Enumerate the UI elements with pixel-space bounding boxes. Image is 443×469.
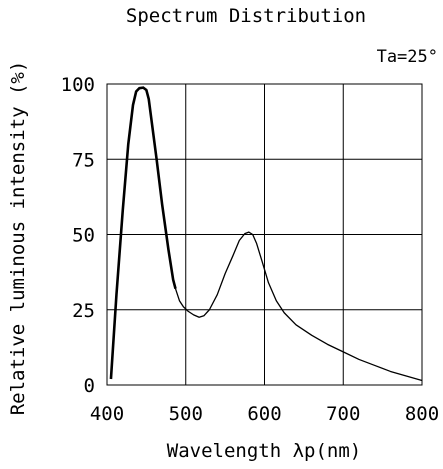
x-axis-label: Wavelength λp(nm) bbox=[167, 440, 361, 462]
x-tick-label: 600 bbox=[247, 403, 281, 425]
y-tick-label: 75 bbox=[72, 149, 95, 171]
chart-title: Spectrum Distribution bbox=[126, 5, 366, 27]
y-axis-label: Relative luminous intensity (%) bbox=[7, 61, 29, 416]
x-tick-label: 800 bbox=[405, 403, 439, 425]
x-tick-label: 500 bbox=[169, 403, 203, 425]
plot-frame bbox=[106, 83, 423, 386]
temperature-annotation: Ta=25° bbox=[377, 47, 438, 67]
y-tick-label: 50 bbox=[72, 225, 95, 247]
grid bbox=[106, 83, 423, 386]
tick-labels: 400 500 600 700 800 0 25 50 75 100 bbox=[61, 74, 439, 425]
y-tick-label: 100 bbox=[61, 74, 95, 96]
y-tick-label: 0 bbox=[84, 375, 95, 397]
series-layer bbox=[109, 86, 423, 382]
series-peak-segment-0 bbox=[109, 86, 177, 380]
x-tick-label: 700 bbox=[326, 403, 360, 425]
y-tick-label: 25 bbox=[72, 300, 95, 322]
x-tick-label: 400 bbox=[90, 403, 124, 425]
